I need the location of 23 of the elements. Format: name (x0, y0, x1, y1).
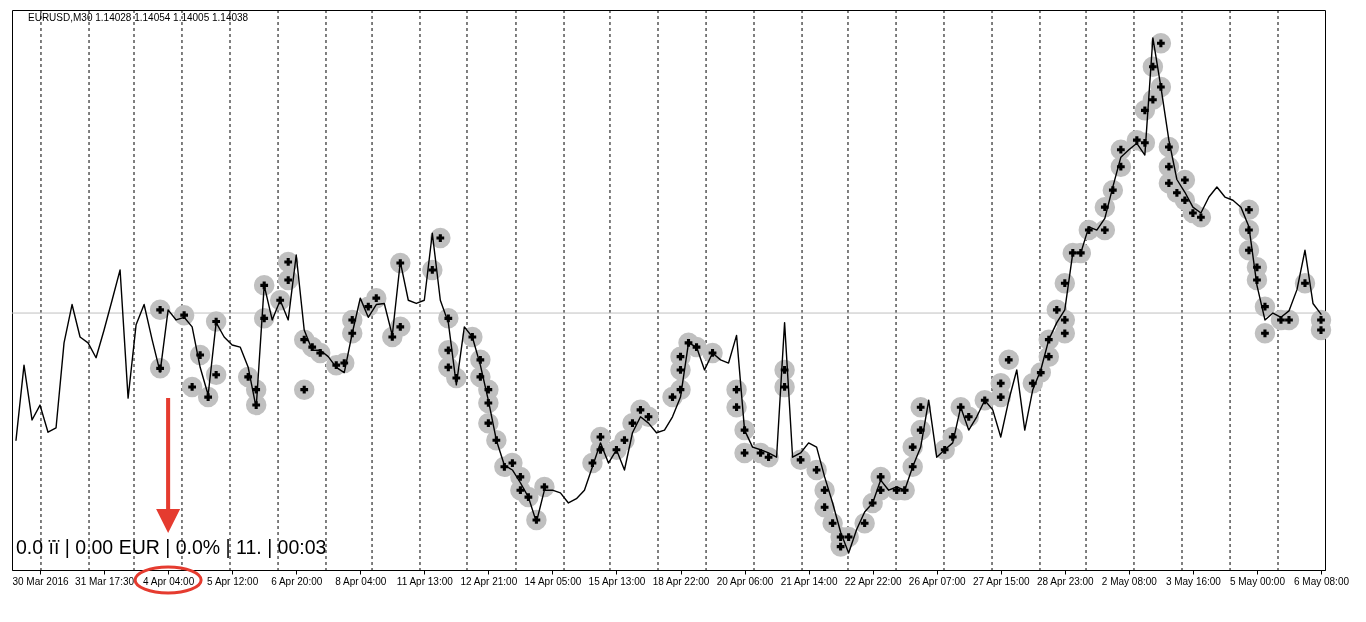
annotation: 0.0 ïï | 0.00 EUR | 0.0% | 11. | 00:03 (16, 536, 327, 558)
x-tick-label: 2 May 08:00 (1101, 575, 1158, 587)
x-tick-label: 31 Mar 17:30 (75, 575, 135, 587)
x-tick-label: 30 Mar 2016 (12, 575, 70, 587)
x-tick-label: 5 Apr 12:00 (207, 575, 259, 587)
x-tick-label: 26 Apr 07:00 (908, 575, 966, 587)
x-tick-label: 5 May 00:00 (1229, 575, 1286, 587)
x-tick-label: 21 Apr 14:00 (780, 575, 838, 587)
x-tick-label: 11 Apr 13:00 (396, 575, 454, 587)
x-tick-label: 22 Apr 22:00 (844, 575, 902, 587)
x-tick-label: 20 Apr 06:00 (716, 575, 774, 587)
x-tick-label: 18 Apr 22:00 (652, 575, 710, 587)
x-tick-label: 15 Apr 13:00 (588, 575, 646, 587)
chart-title: EURUSD,M30 1.14028 1.14054 1.14005 1.14038 (28, 12, 249, 23)
x-tick-label: 6 Apr 20:00 (271, 575, 323, 587)
x-tick-label: 27 Apr 15:00 (972, 575, 1031, 587)
x-tick-label: 28 Apr 23:00 (1036, 575, 1095, 587)
x-tick-label: 8 Apr 04:00 (335, 575, 387, 587)
x-tick-label: 6 May 08:00 (1293, 575, 1350, 587)
x-tick-label: 4 Apr 04:00 (143, 575, 195, 587)
x-tick-label: 12 Apr 21:00 (460, 575, 518, 587)
x-tick-label: 3 May 16:00 (1165, 575, 1222, 587)
x-tick-label: 14 Apr 05:00 (524, 575, 582, 587)
